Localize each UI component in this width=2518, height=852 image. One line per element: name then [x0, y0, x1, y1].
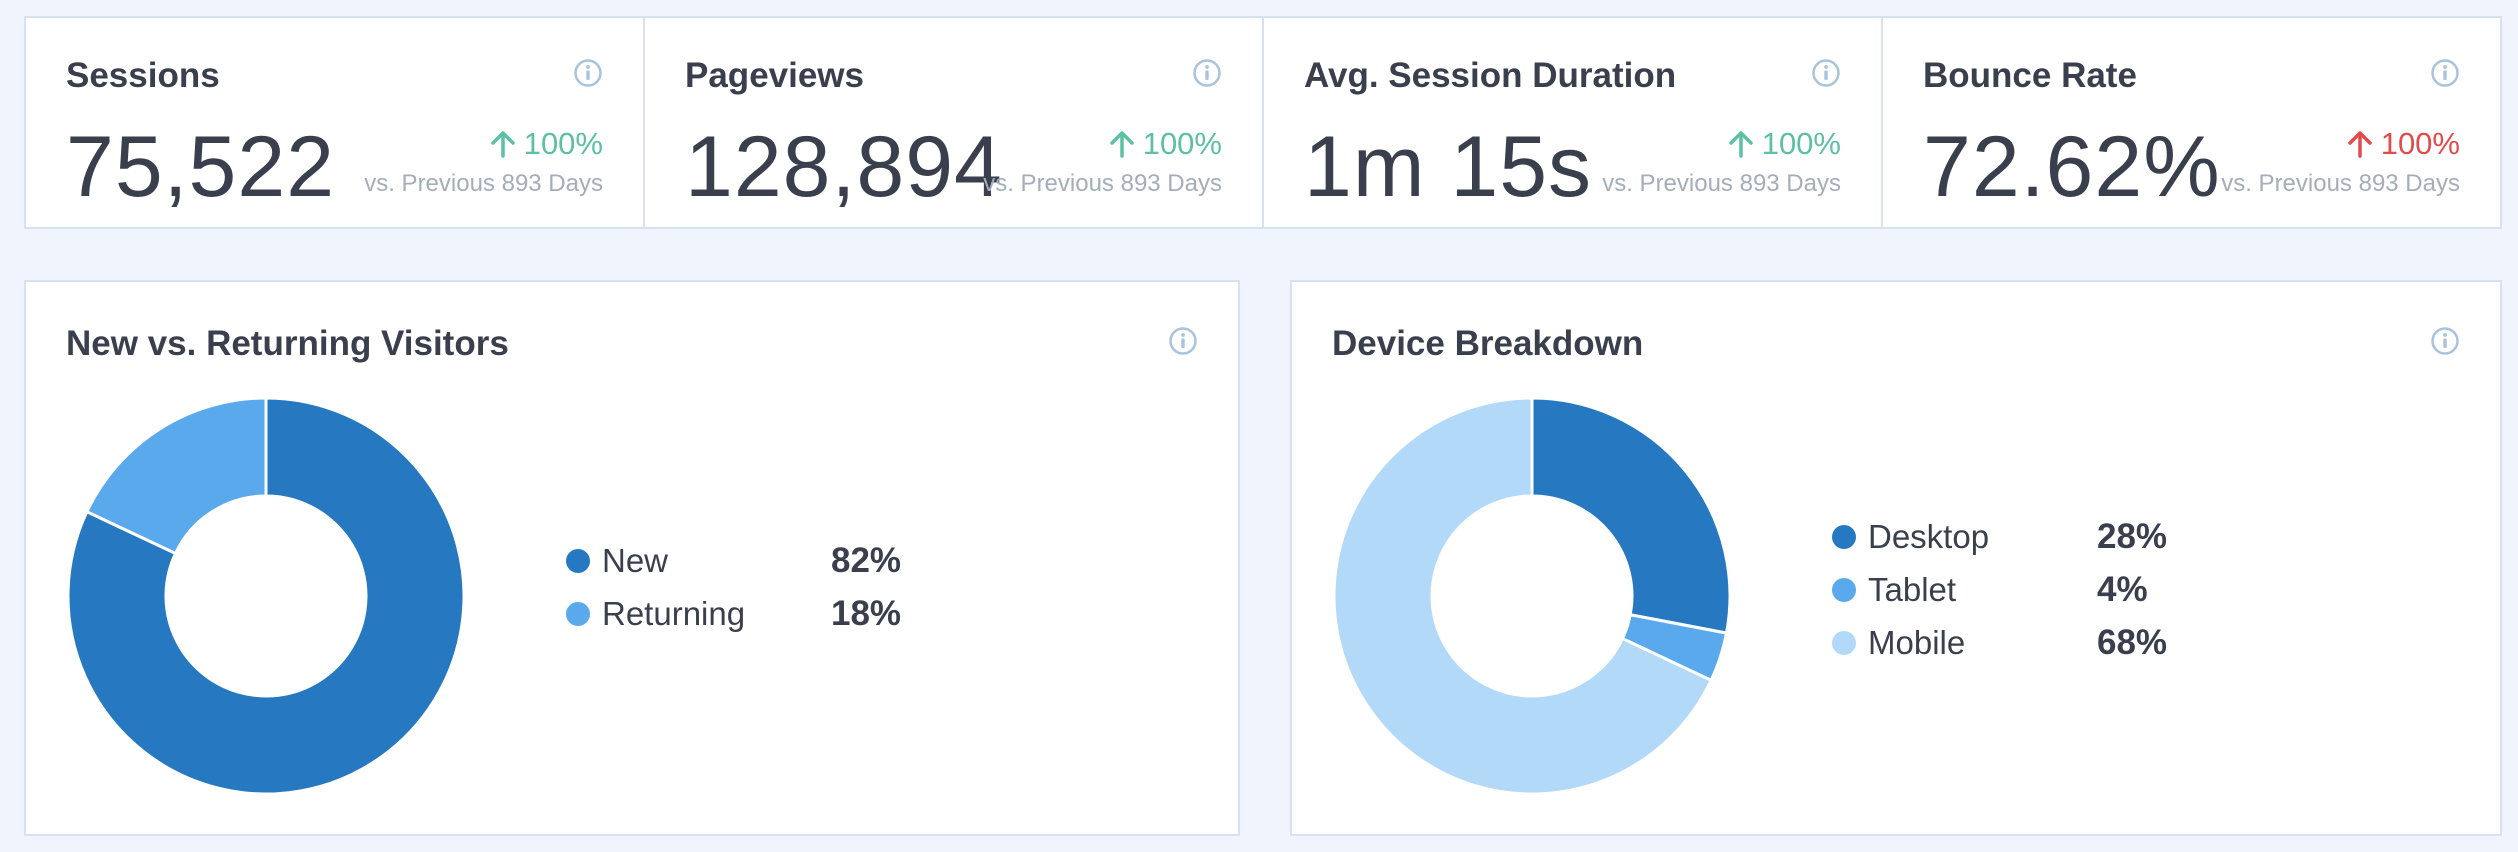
panel-new-vs-returning: New vs. Returning Visitors New 82% Retur… — [24, 280, 1240, 836]
stat-compare-text: vs. Previous 893 Days — [2221, 170, 2460, 197]
visitors-slice-returning[interactable] — [84, 396, 268, 556]
legend-visitors: New 82% Returning 18% — [566, 534, 946, 640]
legend-label: Tablet — [1868, 570, 1957, 608]
info-icon[interactable] — [1811, 58, 1841, 88]
panel-title: Device Breakdown — [1332, 324, 1644, 363]
legend-swatch — [1832, 577, 1856, 602]
legend-value: 82% — [831, 540, 902, 580]
stat-compare-text: vs. Previous 893 Days — [364, 170, 603, 197]
legend-label: Returning — [602, 594, 746, 632]
legend-value: 68% — [2097, 622, 2168, 662]
legend-item-desktop: Desktop 28% — [1832, 510, 2212, 563]
arrow-up-icon — [490, 131, 515, 158]
legend-value: 18% — [831, 593, 902, 633]
arrow-up-icon — [1728, 131, 1753, 158]
stat-change: 100% — [1728, 126, 1841, 162]
legend-label: New — [602, 541, 669, 579]
stat-title: Sessions — [66, 56, 220, 95]
legend-label: Mobile — [1868, 623, 1966, 661]
legend-item-mobile: Mobile 68% — [1832, 616, 2212, 669]
legend-value: 4% — [2097, 569, 2148, 609]
stat-change: 100% — [2347, 126, 2460, 162]
panel-device-breakdown: Device Breakdown Desktop 28% Tablet 4% M… — [1290, 280, 2502, 836]
stat-change-value: 100% — [1761, 126, 1841, 161]
visitors-slice-new[interactable] — [66, 396, 466, 796]
stat-title: Avg. Session Duration — [1304, 56, 1677, 95]
legend-swatch — [1832, 630, 1856, 655]
legend-item-returning: Returning 18% — [566, 587, 946, 640]
stat-value: 72.62% — [1923, 119, 2221, 215]
info-icon[interactable] — [573, 58, 603, 88]
legend-swatch — [566, 601, 590, 626]
stat-card-bounce-rate: Bounce Rate 72.62% 100% vs. Previous 893… — [1883, 18, 2500, 227]
stat-title: Bounce Rate — [1923, 56, 2137, 95]
legend-label: Desktop — [1868, 517, 1990, 555]
stat-change: 100% — [490, 126, 603, 162]
info-icon[interactable] — [1168, 326, 1198, 356]
panel-title: New vs. Returning Visitors — [66, 324, 509, 363]
device-slice-desktop[interactable] — [1530, 396, 1732, 635]
legend-item-tablet: Tablet 4% — [1832, 563, 2212, 616]
stat-card-pageviews: Pageviews 128,894 100% vs. Previous 893 … — [645, 18, 1264, 227]
legend-item-new: New 82% — [566, 534, 946, 587]
stat-card-sessions: Sessions 75,522 100% vs. Previous 893 Da… — [26, 18, 645, 227]
donut-chart-devices — [1332, 396, 1732, 796]
stat-compare-text: vs. Previous 893 Days — [983, 170, 1222, 197]
stat-value: 75,522 — [66, 119, 336, 215]
stat-value: 1m 15s — [1304, 119, 1593, 215]
arrow-up-icon — [1109, 131, 1134, 158]
info-icon[interactable] — [2430, 58, 2460, 88]
info-icon[interactable] — [2430, 326, 2460, 356]
legend-swatch — [1832, 524, 1856, 549]
stat-compare-text: vs. Previous 893 Days — [1602, 170, 1841, 197]
info-icon[interactable] — [1192, 58, 1222, 88]
legend-swatch — [566, 548, 590, 573]
arrow-up-icon — [2347, 131, 2372, 158]
stat-title: Pageviews — [685, 56, 864, 95]
stat-change-value: 100% — [2380, 126, 2460, 161]
stat-change-value: 100% — [1142, 126, 1222, 161]
donut-chart-visitors — [66, 396, 466, 796]
legend-value: 28% — [2097, 516, 2168, 556]
stat-card-avg-session-duration: Avg. Session Duration 1m 15s 100% vs. Pr… — [1264, 18, 1883, 227]
stat-change-value: 100% — [523, 126, 603, 161]
device-slice-mobile[interactable] — [1332, 396, 1714, 796]
stat-change: 100% — [1109, 126, 1222, 162]
legend-devices: Desktop 28% Tablet 4% Mobile 68% — [1832, 510, 2212, 669]
stat-value: 128,894 — [685, 119, 1003, 215]
stats-overview: Sessions 75,522 100% vs. Previous 893 Da… — [24, 16, 2502, 229]
